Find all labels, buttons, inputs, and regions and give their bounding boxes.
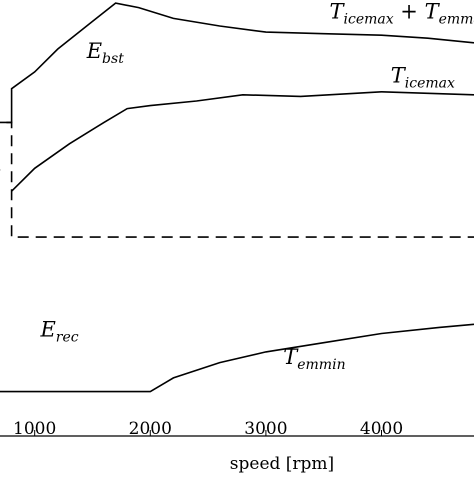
x-tick-label: 4000 [360,419,403,439]
annotation-t_emmin: Temmin [283,345,345,373]
x-tick-label: 1000 [13,419,56,439]
annotations-layer: Ebst Ticemax + Temmax Ticemax t Erec Temmin [0,0,474,373]
series-line-1 [11,90,474,192]
annotation-cut_t: t [0,162,1,186]
annotation-t_sum: Ticemax + Temmax [329,0,474,27]
lines-layer [0,2,474,393]
series-line-2 [0,323,474,393]
x-tick-label: 3000 [244,419,287,439]
annotation-e_bst: Ebst [86,39,124,67]
x-tick-label: 2000 [129,419,172,439]
x-axis: 1000 2000 3000 4000 [0,419,474,439]
annotation-e_rec: Erec [39,318,78,346]
series-line-3 [0,121,474,238]
annotation-t_icemax: Ticemax [391,64,455,92]
series-line-0 [0,2,474,124]
x-axis-label: speed [rpm] [230,454,334,474]
